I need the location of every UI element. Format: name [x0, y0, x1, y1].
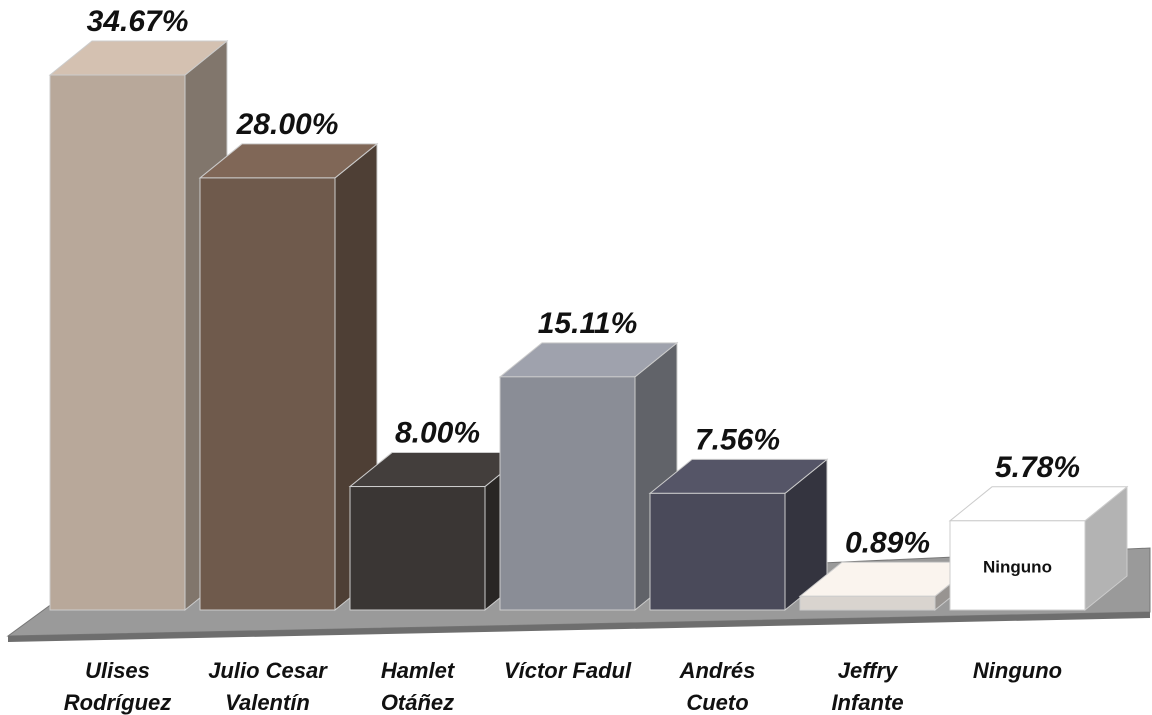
category-label: Ulises Rodríguez — [33, 655, 203, 715]
value-label: 28.00% — [236, 108, 339, 141]
value-label: 8.00% — [395, 417, 480, 450]
bar — [500, 377, 635, 610]
category-label: Hamlet Otáñez — [333, 655, 503, 715]
category-label: Víctor Fadul — [483, 655, 653, 687]
bar — [650, 493, 785, 610]
bar-face-label: Ninguno — [983, 557, 1052, 576]
bar — [50, 75, 185, 610]
value-label: 15.11% — [538, 307, 638, 340]
value-label: 7.56% — [695, 423, 780, 456]
category-label: Andrés Cueto — [633, 655, 803, 715]
bar — [200, 178, 335, 610]
chart: 34.67% 28.00% 8.00% 15.11% 7.56% 0.89% Ninguno… — [0, 0, 1152, 715]
category-label: Jeffry Infante — [783, 655, 953, 715]
bar — [800, 596, 935, 610]
value-label: 0.89% — [845, 526, 930, 559]
chart-canvas: 34.67% 28.00% 8.00% 15.11% 7.56% 0.89% Ninguno… — [0, 0, 1152, 715]
category-label: Julio Cesar Valentín — [183, 655, 353, 715]
value-label: 5.78% — [995, 451, 1080, 484]
bar — [350, 487, 485, 610]
category-label: Ninguno — [933, 655, 1103, 687]
value-label: 34.67% — [87, 5, 189, 38]
